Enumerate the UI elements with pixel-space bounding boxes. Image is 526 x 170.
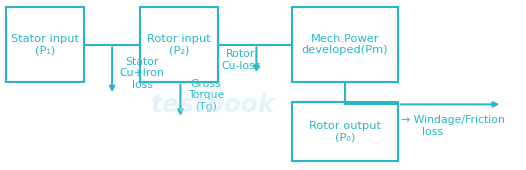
Text: testbook: testbook bbox=[151, 93, 276, 117]
FancyBboxPatch shape bbox=[6, 7, 84, 82]
FancyBboxPatch shape bbox=[292, 7, 398, 82]
FancyBboxPatch shape bbox=[292, 102, 398, 161]
Text: Rotor input
(P₂): Rotor input (P₂) bbox=[147, 34, 211, 55]
Text: Stator input
(P₁): Stator input (P₁) bbox=[11, 34, 79, 55]
Text: Rotor
Cu-loss: Rotor Cu-loss bbox=[221, 49, 260, 71]
Text: Rotor output
(P₀): Rotor output (P₀) bbox=[309, 121, 381, 142]
FancyBboxPatch shape bbox=[140, 7, 218, 82]
Text: Mech.Power
developed(Pm): Mech.Power developed(Pm) bbox=[302, 34, 388, 55]
Text: Stator
Cu+Iron
loss: Stator Cu+Iron loss bbox=[120, 57, 165, 90]
Text: Gross
Torque
(Tg): Gross Torque (Tg) bbox=[188, 79, 224, 112]
Text: → Windage/Friction
      loss: → Windage/Friction loss bbox=[401, 115, 504, 137]
